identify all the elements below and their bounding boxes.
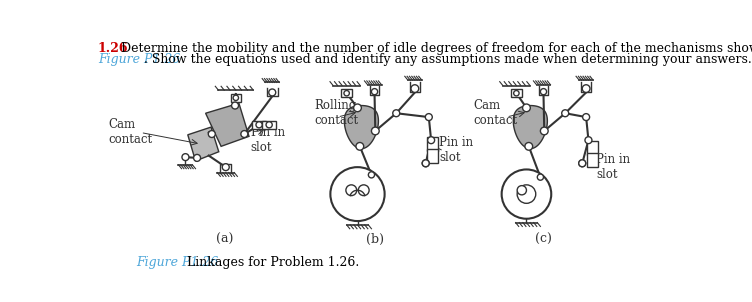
Text: Linkages for Problem 1.26.: Linkages for Problem 1.26.	[183, 256, 359, 269]
Text: Figure P1.26: Figure P1.26	[137, 256, 219, 269]
Circle shape	[330, 167, 384, 221]
Bar	[427, 149, 438, 163]
Circle shape	[208, 130, 215, 137]
Text: Pin in
slot: Pin in slot	[250, 126, 285, 154]
Circle shape	[266, 122, 272, 128]
Text: . Show the equations used and identify any assumptions made when determining you: . Show the equations used and identify a…	[144, 53, 752, 66]
Text: Rolling
contact: Rolling contact	[314, 99, 358, 127]
Circle shape	[541, 88, 547, 95]
Circle shape	[517, 185, 535, 203]
Circle shape	[223, 164, 229, 171]
Circle shape	[583, 114, 590, 120]
Circle shape	[193, 154, 201, 161]
Circle shape	[562, 110, 569, 117]
Circle shape	[411, 85, 419, 92]
Text: (c): (c)	[535, 233, 552, 246]
Circle shape	[579, 160, 586, 167]
Circle shape	[353, 104, 362, 112]
Polygon shape	[188, 127, 219, 161]
Circle shape	[579, 160, 586, 167]
Circle shape	[182, 154, 189, 161]
Circle shape	[541, 127, 548, 135]
Circle shape	[523, 104, 530, 112]
Bar	[262, 121, 276, 129]
Circle shape	[582, 85, 590, 92]
Text: (a): (a)	[216, 233, 233, 246]
Text: (b): (b)	[365, 233, 384, 246]
Text: Cam
contact: Cam contact	[474, 99, 518, 127]
Circle shape	[233, 95, 238, 101]
Text: Pin in
slot: Pin in slot	[596, 153, 630, 181]
Circle shape	[344, 91, 350, 96]
Circle shape	[268, 89, 276, 96]
Text: 1.26: 1.26	[98, 42, 129, 55]
Circle shape	[502, 169, 551, 219]
Circle shape	[537, 174, 544, 180]
Circle shape	[585, 137, 592, 144]
Circle shape	[517, 186, 526, 195]
Circle shape	[514, 91, 519, 96]
Bar	[427, 137, 438, 151]
Circle shape	[346, 185, 356, 196]
Bar	[587, 141, 598, 155]
Polygon shape	[344, 105, 378, 149]
Circle shape	[356, 143, 364, 150]
Text: Cam
contact: Cam contact	[108, 118, 152, 146]
Circle shape	[368, 172, 374, 178]
Text: Figure P1.26: Figure P1.26	[98, 53, 180, 66]
Bar	[231, 94, 241, 102]
Circle shape	[232, 102, 238, 109]
Circle shape	[371, 88, 378, 95]
Circle shape	[371, 127, 379, 135]
Bar	[587, 153, 598, 167]
Polygon shape	[205, 103, 249, 146]
Circle shape	[422, 160, 429, 167]
Circle shape	[525, 143, 532, 150]
Text: Pin in
slot: Pin in slot	[439, 136, 473, 164]
Bar	[252, 121, 266, 129]
Circle shape	[428, 137, 435, 144]
Circle shape	[426, 114, 432, 120]
Circle shape	[256, 122, 262, 128]
Circle shape	[241, 130, 248, 137]
Circle shape	[393, 110, 400, 117]
Circle shape	[422, 160, 429, 167]
Text: Determine the mobility and the number of idle degrees of freedom for each of the: Determine the mobility and the number of…	[117, 42, 752, 55]
Bar	[341, 89, 352, 98]
Polygon shape	[514, 105, 547, 149]
Bar	[511, 89, 522, 98]
Circle shape	[358, 185, 369, 196]
